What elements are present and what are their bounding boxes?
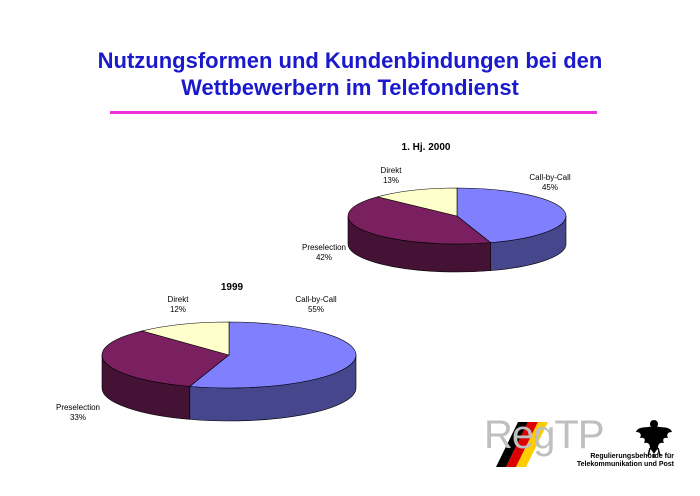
slice-label: Preselection: [302, 243, 346, 252]
pie-slice-preselection: [347, 196, 492, 245]
slice-value-label: 42%: [316, 253, 332, 262]
slice-label: Direkt: [381, 166, 403, 175]
slice-label: Call-by-Call: [295, 295, 337, 304]
page-title-line1: Nutzungsformen und Kundenbindungen bei d…: [97, 48, 603, 73]
page-title-line2: Wettbewerbern im Telefondienst: [181, 75, 519, 100]
logo-stripes-icon: [496, 422, 548, 467]
slice-label: Preselection: [56, 403, 100, 412]
slice-value-label: 13%: [383, 176, 399, 185]
chart-title-2000: 1. Hj. 2000: [402, 142, 451, 153]
logo-wordmark: RegTP: [484, 413, 604, 457]
logo-subtitle: Regulierungsbehörde für Telekommunikatio…: [562, 453, 674, 469]
page-title: Nutzungsformen und Kundenbindungen bei d…: [40, 47, 660, 101]
regtp-logo: RegTP Regulierungsbehörde für Telekommun…: [484, 410, 694, 490]
slice-value-label: 55%: [308, 305, 324, 314]
pie-slice-call-by-call: [188, 321, 357, 389]
slice-value-label: 45%: [542, 183, 558, 192]
logo-subtitle-line2: Telekommunikation und Post: [576, 461, 674, 468]
logo-subtitle-line1: Regulierungsbehörde für: [590, 453, 674, 460]
pie-slice-direkt: [140, 321, 230, 356]
pie-slice-call-by-call: [456, 187, 567, 243]
federal-eagle-icon: [636, 420, 672, 458]
pie-slice-preselection: [101, 330, 230, 387]
pie-slice-direkt: [377, 187, 458, 217]
slice-value-label: 33%: [70, 413, 86, 422]
slice-value-label: 12%: [170, 305, 186, 314]
slice-label: Call-by-Call: [529, 173, 571, 182]
title-divider: [110, 111, 597, 114]
chart-title-1999: 1999: [221, 282, 244, 293]
slice-label: Direkt: [168, 295, 190, 304]
